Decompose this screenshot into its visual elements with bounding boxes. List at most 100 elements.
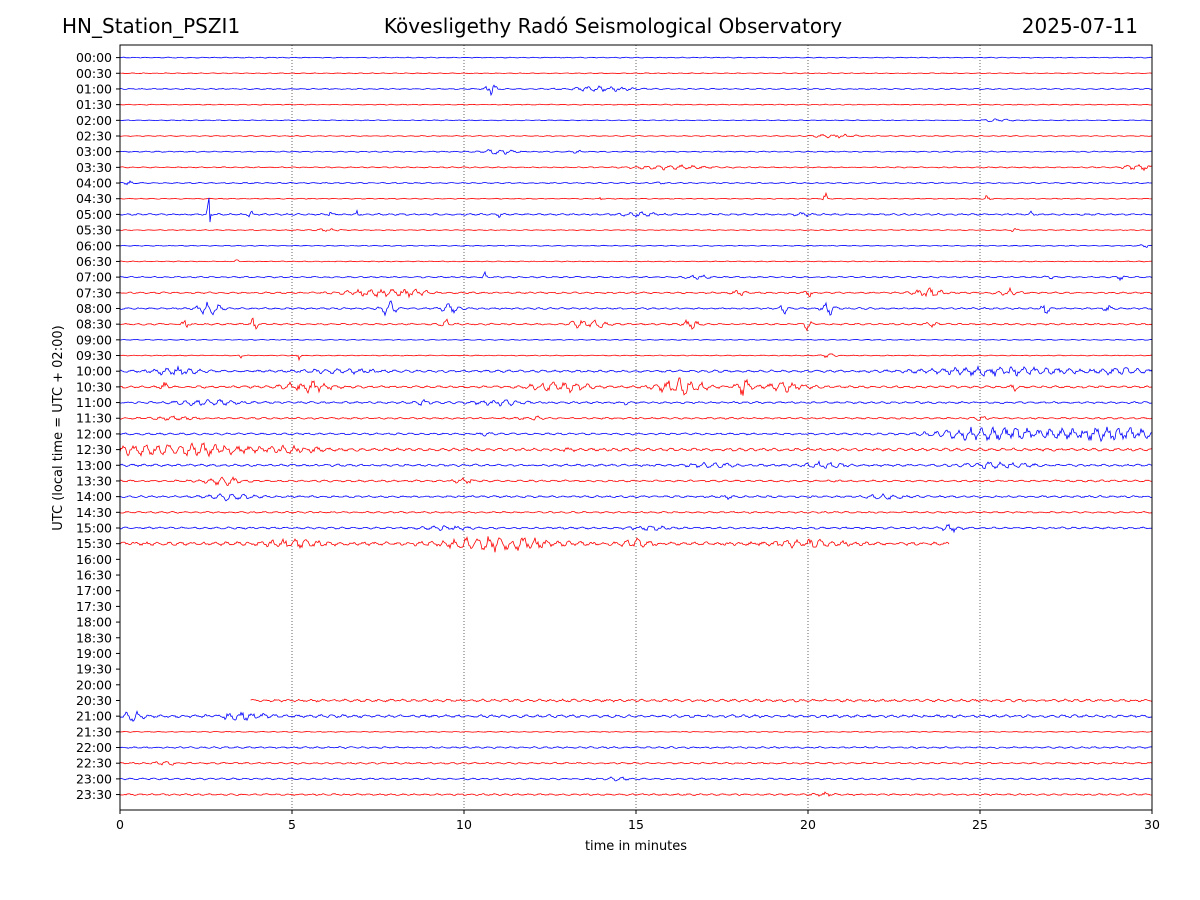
seismic-trace [119, 493, 1153, 502]
seismic-trace [119, 523, 1153, 534]
y-tick-label: 03:30 [76, 160, 112, 175]
y-tick-label: 11:30 [76, 411, 112, 426]
x-tick-label: 30 [1144, 817, 1160, 832]
y-tick-label: 07:00 [76, 270, 112, 285]
seismic-trace [119, 180, 1153, 186]
y-tick-label: 15:30 [76, 536, 112, 551]
y-tick-label: 02:30 [76, 129, 112, 144]
seismic-trace [119, 164, 1153, 172]
seismic-trace [119, 286, 1153, 299]
y-tick-label: 03:00 [76, 144, 112, 159]
y-tick-label: 05:30 [76, 223, 112, 238]
seismic-trace [119, 398, 1153, 407]
x-tick-label: 25 [972, 817, 988, 832]
y-tick-label: 16:00 [76, 552, 112, 567]
y-axis-label: UTC (local time = UTC + 02:00) [51, 325, 66, 530]
y-axis-ticks: 00:0000:3001:0001:3002:0002:3003:0003:30… [76, 50, 120, 802]
y-tick-label: 14:30 [76, 505, 112, 520]
y-tick-label: 14:00 [76, 489, 112, 504]
x-tick-label: 15 [628, 817, 644, 832]
chart-title: Kövesligethy Radó Seismological Observat… [383, 14, 843, 38]
y-tick-label: 08:00 [76, 301, 112, 316]
seismic-trace [119, 338, 1153, 341]
y-tick-label: 12:30 [76, 442, 112, 457]
seismic-trace [119, 259, 1153, 263]
y-tick-label: 10:00 [76, 364, 112, 379]
y-tick-label: 05:00 [76, 207, 112, 222]
y-tick-label: 20:00 [76, 677, 112, 692]
seismic-trace [119, 149, 1153, 155]
y-tick-label: 00:30 [76, 66, 112, 81]
seismic-trace [119, 761, 1153, 766]
seismic-trace [119, 191, 1153, 201]
y-tick-label: 06:30 [76, 254, 112, 269]
seismic-trace [119, 426, 1153, 443]
y-tick-label: 21:00 [76, 709, 112, 724]
y-tick-label: 02:00 [76, 113, 112, 128]
x-tick-label: 5 [288, 817, 296, 832]
chart-date: 2025-07-11 [1021, 14, 1138, 38]
y-tick-label: 11:00 [76, 395, 112, 410]
y-tick-label: 04:00 [76, 176, 112, 191]
y-tick-label: 21:30 [76, 724, 112, 739]
seismic-trace [119, 365, 1153, 377]
y-tick-label: 01:00 [76, 81, 112, 96]
seismic-trace [119, 710, 1153, 722]
seismic-trace [119, 510, 1153, 514]
x-tick-label: 20 [800, 817, 816, 832]
x-tick-label: 10 [456, 817, 472, 832]
seismic-trace [119, 317, 1153, 332]
seismic-trace [119, 118, 1153, 123]
y-tick-label: 07:30 [76, 285, 112, 300]
y-tick-label: 23:00 [76, 771, 112, 786]
x-tick-label: 0 [116, 817, 124, 832]
y-tick-label: 13:00 [76, 458, 112, 473]
seismic-trace [119, 476, 1153, 486]
y-tick-label: 01:30 [76, 97, 112, 112]
trace-layer [119, 56, 1153, 797]
seismic-trace [120, 377, 1153, 396]
seismic-trace [119, 353, 1153, 362]
y-tick-label: 22:00 [76, 740, 112, 755]
grid-lines [291, 45, 981, 810]
y-tick-label: 17:30 [76, 599, 112, 614]
y-tick-label: 12:00 [76, 426, 112, 441]
y-tick-label: 18:30 [76, 630, 112, 645]
seismic-trace [119, 244, 1153, 248]
seismic-trace [119, 133, 1153, 139]
seismic-trace [119, 56, 1153, 59]
seismic-trace [119, 730, 1153, 733]
seismic-trace [119, 776, 1153, 782]
y-tick-label: 20:30 [76, 693, 112, 708]
y-tick-label: 16:30 [76, 568, 112, 583]
y-tick-label: 19:30 [76, 662, 112, 677]
seismic-trace [119, 84, 1153, 97]
y-tick-label: 10:30 [76, 379, 112, 394]
seismic-trace [119, 72, 1153, 75]
y-tick-label: 22:30 [76, 756, 112, 771]
seismic-trace [119, 791, 1153, 797]
y-tick-label: 19:00 [76, 646, 112, 661]
y-tick-label: 00:00 [76, 50, 112, 65]
y-tick-label: 23:30 [76, 787, 112, 802]
y-tick-label: 17:00 [76, 583, 112, 598]
seismic-trace [119, 442, 1153, 458]
seismic-trace [119, 460, 1153, 470]
y-tick-label: 06:00 [76, 238, 112, 253]
seismic-trace [250, 698, 1152, 703]
y-tick-label: 09:30 [76, 348, 112, 363]
x-axis-label: time in minutes [585, 839, 687, 854]
y-tick-label: 04:30 [76, 191, 112, 206]
station-name: HN_Station_PSZI1 [62, 14, 241, 38]
seismic-trace [119, 415, 1153, 421]
seismic-trace [119, 270, 1153, 282]
seismic-trace [119, 746, 1153, 749]
seismic-trace [119, 197, 1153, 223]
y-tick-label: 15:00 [76, 521, 112, 536]
y-tick-label: 18:00 [76, 615, 112, 630]
y-tick-label: 13:30 [76, 473, 112, 488]
y-tick-label: 08:30 [76, 317, 112, 332]
seismic-trace [119, 103, 1153, 106]
